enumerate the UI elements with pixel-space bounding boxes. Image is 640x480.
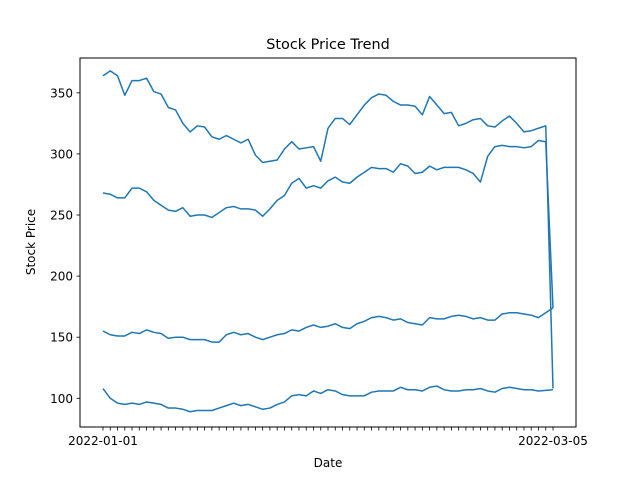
plot-frame xyxy=(79,57,577,428)
series-line-3 xyxy=(102,307,554,343)
x-axis-label: Date xyxy=(314,456,343,470)
y-tick-label: 150 xyxy=(50,331,73,345)
y-tick-label: 100 xyxy=(50,392,73,406)
series-layer xyxy=(102,70,554,413)
y-axis: 100 150 200 250 300 350 xyxy=(50,86,80,406)
plot-area xyxy=(80,58,576,427)
chart-title: Stock Price Trend xyxy=(266,37,389,53)
series-line-4 xyxy=(102,385,554,413)
y-tick-label: 300 xyxy=(50,147,73,161)
x-tick-label: 2022-03-05 xyxy=(518,434,588,448)
x-axis: 2022-01-01 2022-03-05 xyxy=(68,427,588,448)
x-tick-label: 2022-01-01 xyxy=(68,434,138,448)
y-axis-label: Stock Price xyxy=(24,209,38,275)
series-line-1 xyxy=(102,70,554,389)
y-tick-label: 350 xyxy=(50,86,73,100)
series-line-2 xyxy=(102,139,554,308)
y-tick-label: 250 xyxy=(50,209,73,223)
y-tick-label: 200 xyxy=(50,270,73,284)
